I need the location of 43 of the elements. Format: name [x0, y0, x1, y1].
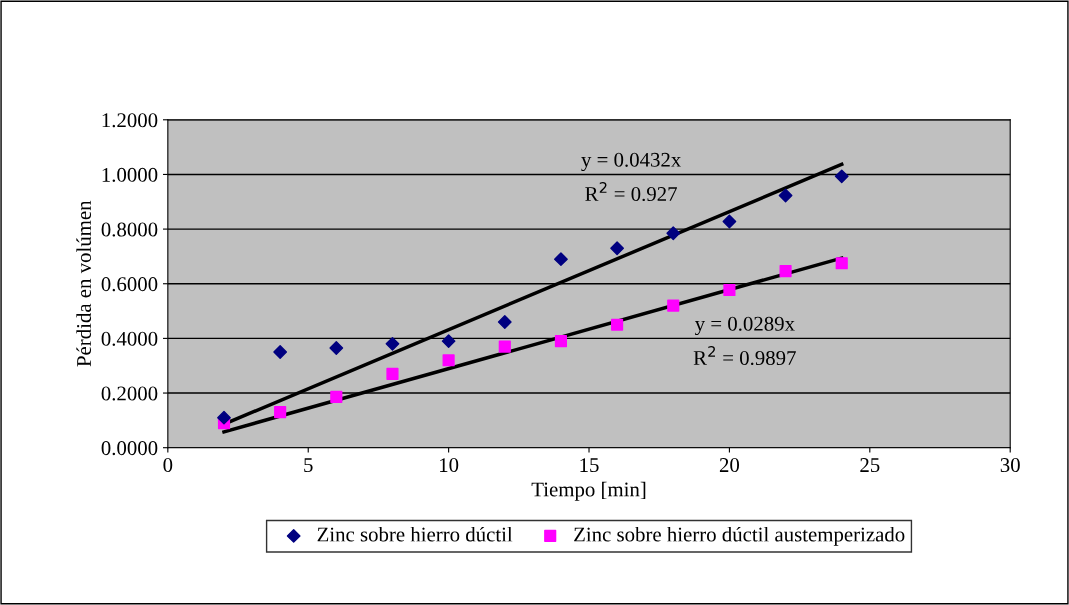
- point: [442, 354, 455, 367]
- x-tick-label: 10: [440, 458, 459, 473]
- legend-label: Zinc sobre hierro dúctil austemperizado: [574, 526, 905, 546]
- y-tick-label: 0.4000: [101, 331, 158, 346]
- point: [779, 265, 792, 278]
- point: [778, 188, 793, 203]
- x-tick-label: 25: [860, 458, 880, 473]
- y-tick-label: 1.0000: [102, 167, 158, 182]
- y-tick-label: 0.6000: [101, 277, 158, 292]
- legend-label: Zinc sobre hierro dúctil: [317, 526, 513, 542]
- point: [722, 214, 737, 229]
- point: [385, 336, 400, 351]
- point: [667, 299, 680, 312]
- y-tick-label: 0.2000: [101, 386, 158, 401]
- point: [835, 257, 848, 270]
- point: [497, 315, 512, 329]
- annotation: y = 0.0432x R$^{2}$ = 0.927: [581, 152, 682, 202]
- point: [441, 334, 456, 349]
- point: [386, 367, 399, 380]
- x-tick-label: 20: [719, 458, 740, 473]
- point: [554, 252, 568, 267]
- x-tick-label: 5: [304, 458, 313, 473]
- point: [274, 406, 287, 419]
- point: [329, 341, 344, 355]
- point: [611, 318, 624, 331]
- x-axis-title: Tiempo [min]: [531, 481, 646, 501]
- point: [610, 241, 625, 256]
- point: [723, 283, 736, 297]
- y-axis-title: Pérdida en volúmen: [76, 200, 92, 367]
- point: [330, 390, 343, 403]
- point: [554, 335, 568, 348]
- y-tick-label: 0.8000: [101, 222, 158, 237]
- y-tick-label: 1.2000: [102, 113, 158, 128]
- point: [498, 340, 511, 353]
- point: [666, 226, 681, 241]
- annotation: y = 0.0289x R$^{2}$ = 0.9897: [693, 316, 796, 366]
- point: [217, 410, 231, 425]
- y-tick-label: 0.0000: [101, 441, 158, 456]
- x-tick-label: 0: [163, 458, 173, 473]
- x-tick-label: 30: [1000, 458, 1020, 473]
- point: [834, 169, 849, 184]
- x-tick-label: 15: [580, 458, 599, 473]
- point: [273, 345, 288, 359]
